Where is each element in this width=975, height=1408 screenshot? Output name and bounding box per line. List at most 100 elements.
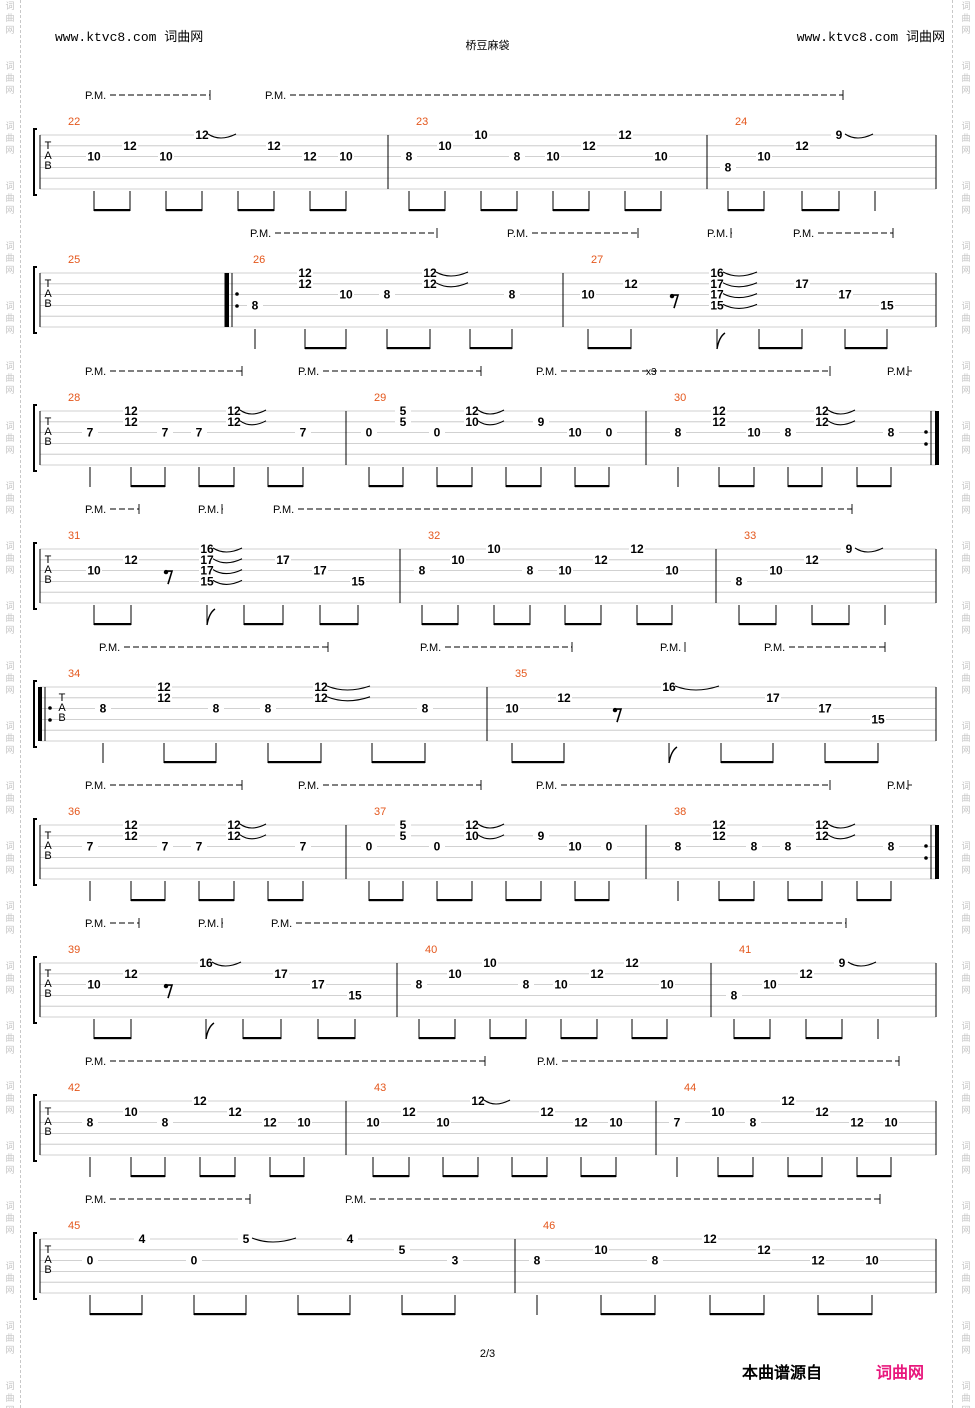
fret-number: 10	[483, 956, 497, 970]
watermark-char: 词	[961, 2, 971, 12]
fret-backdrop	[814, 416, 830, 427]
fret-backdrop	[589, 968, 605, 979]
fret-number: 17	[274, 967, 288, 981]
watermark-char: 网	[961, 146, 971, 156]
palm-mute-label: P.M.	[198, 918, 219, 930]
fret-backdrop	[447, 1255, 463, 1266]
fret-backdrop	[134, 1234, 150, 1244]
repeat-start-thick-bar	[225, 273, 229, 327]
watermark-char: 词	[5, 362, 15, 372]
watermark-char: 词	[5, 1382, 15, 1392]
watermark-char: 词	[5, 662, 15, 672]
fret-backdrop	[756, 1244, 772, 1255]
fret-number: 10	[124, 1105, 138, 1119]
watermark-char: 曲	[961, 14, 971, 24]
fret-backdrop	[447, 968, 463, 979]
fret-backdrop	[580, 289, 596, 300]
note-beam	[199, 485, 234, 488]
fret-backdrop	[313, 682, 329, 692]
note-beam	[318, 1037, 355, 1040]
tie-arc	[854, 547, 884, 553]
repeat-dot	[235, 304, 239, 308]
note-beam	[575, 899, 609, 902]
fret-backdrop	[82, 427, 98, 438]
watermark-char: 曲	[5, 194, 15, 204]
fret-backdrop	[794, 278, 810, 289]
fret-backdrop	[192, 1096, 208, 1106]
fret-backdrop	[617, 130, 633, 140]
tab-clef-letter: T	[45, 830, 52, 842]
watermark-char: 曲	[5, 974, 15, 984]
watermark-char: 网	[5, 1286, 15, 1296]
fret-number: 7	[196, 426, 203, 440]
fret-number: 12	[227, 829, 241, 843]
note-beam	[719, 899, 754, 902]
watermark-char: 词	[961, 62, 971, 72]
note-beam	[632, 1037, 667, 1040]
watermark-char: 曲	[5, 1094, 15, 1104]
fret-backdrop	[422, 278, 438, 289]
fret-backdrop	[266, 140, 282, 151]
fret-number: 10	[546, 150, 560, 164]
watermark-char: 网	[961, 326, 971, 336]
note-beam	[268, 485, 303, 488]
repeat-dot	[48, 718, 52, 722]
tie-arc	[827, 420, 856, 426]
fret-backdrop	[817, 703, 833, 714]
watermark-char: 曲	[5, 374, 15, 384]
note-beam	[94, 1037, 131, 1040]
watermark-char: 网	[961, 1046, 971, 1056]
watermark-char: 网	[961, 446, 971, 456]
fret-backdrop	[247, 300, 263, 311]
note-beam	[131, 899, 165, 902]
fret-number: 17	[200, 564, 214, 578]
fret-number: 12	[590, 967, 604, 981]
watermark-char: 网	[5, 806, 15, 816]
fret-backdrop	[226, 416, 242, 427]
fret-number: 8	[87, 1116, 94, 1130]
note-beam	[575, 485, 609, 488]
watermark-char: 网	[5, 746, 15, 756]
fret-number: 12	[815, 818, 829, 832]
fret-backdrop	[157, 1117, 173, 1128]
watermark-char: 曲	[5, 1394, 15, 1404]
watermark-char: 网	[961, 26, 971, 36]
fret-backdrop	[659, 979, 675, 990]
fret-backdrop	[661, 682, 677, 692]
tab-clef-letter: A	[44, 978, 52, 990]
fret-backdrop	[709, 300, 725, 311]
watermark-char: 曲	[5, 914, 15, 924]
tie-arc	[211, 961, 242, 967]
note-beam	[802, 209, 839, 212]
fret-number: 8	[675, 426, 682, 440]
fret-backdrop	[814, 820, 830, 830]
fret-backdrop	[702, 1234, 718, 1244]
page-number: 2/3	[479, 1348, 496, 1360]
repeat-dot	[924, 844, 928, 848]
note-beam	[788, 899, 822, 902]
measure-number: 34	[68, 668, 80, 680]
note-beam	[857, 485, 891, 488]
tab-clef-letter: T	[45, 554, 52, 566]
fret-number: 10	[711, 1105, 725, 1119]
watermark-char: 曲	[961, 1394, 971, 1404]
note-beam	[131, 1175, 165, 1178]
fret-number: 5	[400, 818, 407, 832]
tab-clef-letter: T	[45, 278, 52, 290]
fret-number: 12	[712, 415, 726, 429]
fret-number: 15	[710, 298, 724, 312]
tie-arc	[435, 282, 469, 288]
fret-backdrop	[429, 427, 445, 438]
note-beam	[759, 347, 802, 350]
fret-backdrop	[361, 427, 377, 438]
fret-number: 15	[871, 712, 885, 726]
watermark-char: 网	[5, 686, 15, 696]
note-beam	[268, 899, 303, 902]
tie-arc	[722, 303, 758, 309]
watermark-char: 网	[5, 206, 15, 216]
measure-number: 44	[684, 1082, 696, 1094]
fret-backdrop	[709, 289, 725, 300]
fret-backdrop	[883, 1117, 899, 1128]
fret-backdrop	[670, 427, 686, 438]
tab-clef-letter: T	[45, 140, 52, 152]
